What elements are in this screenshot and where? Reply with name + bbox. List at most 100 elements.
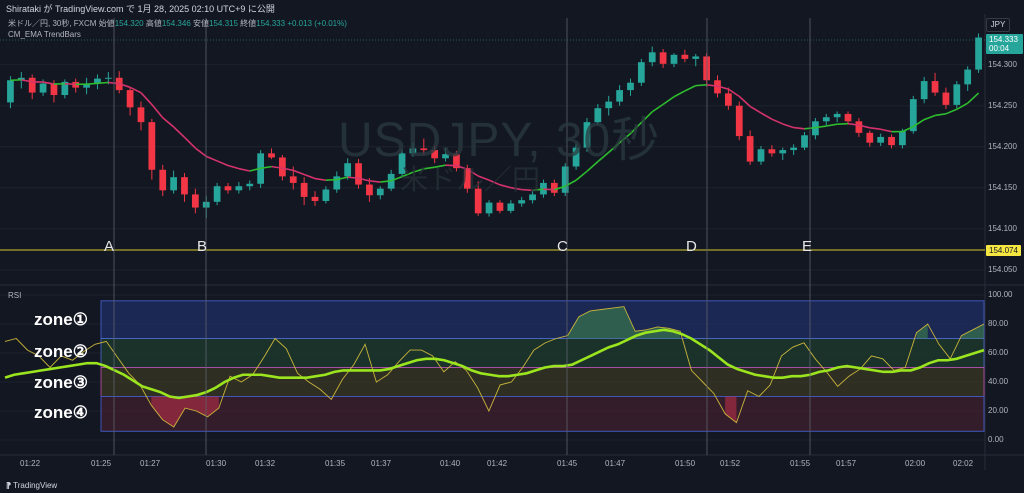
ema-segment [401, 171, 414, 178]
ema-segment [749, 105, 762, 114]
rsi-lines [4, 306, 985, 428]
candle-body [344, 163, 352, 177]
ema-segment [586, 160, 599, 172]
time-tick-label: 01:40 [440, 459, 461, 468]
candle-body [822, 117, 830, 122]
time-tick-label: 02:02 [953, 459, 974, 468]
ema-segment [358, 177, 370, 182]
time-tick-label: 01:57 [836, 459, 857, 468]
ema-segment [510, 186, 522, 191]
ema-segment [923, 114, 936, 121]
candle-body [920, 81, 928, 100]
ema-segment [271, 165, 283, 169]
candle-body [496, 202, 504, 211]
low-label: 安値 [193, 19, 209, 28]
candle-body [844, 113, 852, 122]
candle-body [964, 69, 972, 85]
candle-body [801, 135, 808, 148]
ema-segment [173, 126, 186, 138]
candle-body [474, 188, 482, 214]
ema-segment [456, 164, 468, 170]
ema-segment [97, 81, 109, 85]
horizontal-line-badge: 154.074 [986, 245, 1021, 256]
candle-body [104, 77, 112, 79]
candle-body [453, 154, 460, 169]
candle-body [355, 163, 362, 185]
ema-segment [608, 142, 621, 153]
price-tick-label: 154.050 [988, 265, 1017, 274]
ema-segment [64, 82, 76, 86]
ema-segment [314, 177, 327, 182]
candle-body [7, 80, 14, 103]
publish-header-text: Shirataki が TradingView.com で 1月 28, 202… [6, 4, 275, 14]
time-tick-label: 01:32 [255, 459, 276, 468]
candle-body [366, 184, 373, 196]
candle-body [790, 147, 798, 151]
ema-segment [815, 125, 827, 129]
time-tick-label: 01:45 [557, 459, 578, 468]
symbol-legend[interactable]: 米ドル／円, 30秒, FXCM 始値154.320 高値154.346 安値1… [8, 18, 347, 29]
ema-segment [183, 136, 196, 149]
candle-body [942, 92, 950, 105]
candle-body [61, 81, 69, 96]
time-tick-label: 01:52 [720, 459, 741, 468]
ema-segment [227, 164, 240, 170]
rsi-tick-label: 40.00 [988, 377, 1009, 386]
ema-segment [151, 104, 164, 119]
marker-e: E [802, 238, 813, 255]
zone-1-band [100, 300, 985, 339]
indicator-legend[interactable]: CM_EMA TrendBars [8, 30, 81, 39]
candle-body [855, 121, 863, 133]
rsi-extreme-fill [916, 324, 928, 339]
candle-body [757, 149, 765, 162]
low-value: 154.315 [209, 19, 238, 28]
candle-body [746, 136, 754, 162]
ema-segment [934, 113, 947, 117]
ema-segment [282, 167, 294, 172]
time-tick-label: 01:25 [91, 459, 112, 468]
ema-segment [619, 132, 631, 144]
candle-body [485, 202, 493, 214]
ema-segment [912, 118, 925, 128]
time-tick-label: 01:22 [20, 459, 41, 468]
candle-body [181, 177, 188, 195]
rsi-axis[interactable]: 100.00 80.00 60.00 40.00 20.00 0.00 [988, 286, 1024, 456]
rsi-ma-line [4, 328, 985, 400]
time-tick-label: 01:35 [325, 459, 346, 468]
rsi-extreme-fill [725, 396, 737, 423]
marker-b: B [197, 238, 208, 255]
ema-segment [336, 176, 348, 181]
candle-body [159, 169, 167, 191]
candle-body [279, 157, 286, 177]
candle-body [311, 196, 319, 201]
ema-segment [194, 147, 207, 157]
rsi-extreme-fill [151, 396, 219, 427]
candle-body [909, 99, 917, 132]
candle-body [888, 136, 895, 146]
footer-brand[interactable]: ⁋ TradingView [6, 481, 57, 490]
price-axis[interactable]: 154.300 154.250 154.200 154.150 154.100 154.0… [988, 0, 1024, 290]
ema-segment [640, 111, 653, 124]
ema-segment [575, 170, 588, 181]
time-tick-label: 01:42 [487, 459, 508, 468]
candle-body [648, 52, 656, 63]
candle-body [268, 153, 275, 158]
candle-body [681, 54, 689, 59]
price-tick-label: 154.250 [988, 100, 1017, 110]
candle-body [899, 131, 906, 146]
time-axis[interactable]: 01:22 01:25 01:27 01:30 01:32 01:35 01:37 01:40… [0, 456, 988, 470]
ema-segment [86, 82, 98, 86]
ema-segment [238, 167, 250, 172]
open-value: 154.320 [114, 19, 144, 28]
candle-body [431, 150, 439, 159]
candle-body [659, 52, 667, 64]
rsi-pane-title[interactable]: RSI [8, 291, 22, 300]
currency-button[interactable]: JPY [986, 18, 1010, 32]
ema-segment [826, 123, 838, 127]
publish-header: Shirataki が TradingView.com で 1月 28, 202… [0, 0, 1024, 14]
candle-body [213, 186, 221, 202]
ema-segment [140, 92, 153, 106]
candle-body [50, 83, 58, 96]
change-value: +0.013 (+0.01%) [287, 19, 347, 28]
